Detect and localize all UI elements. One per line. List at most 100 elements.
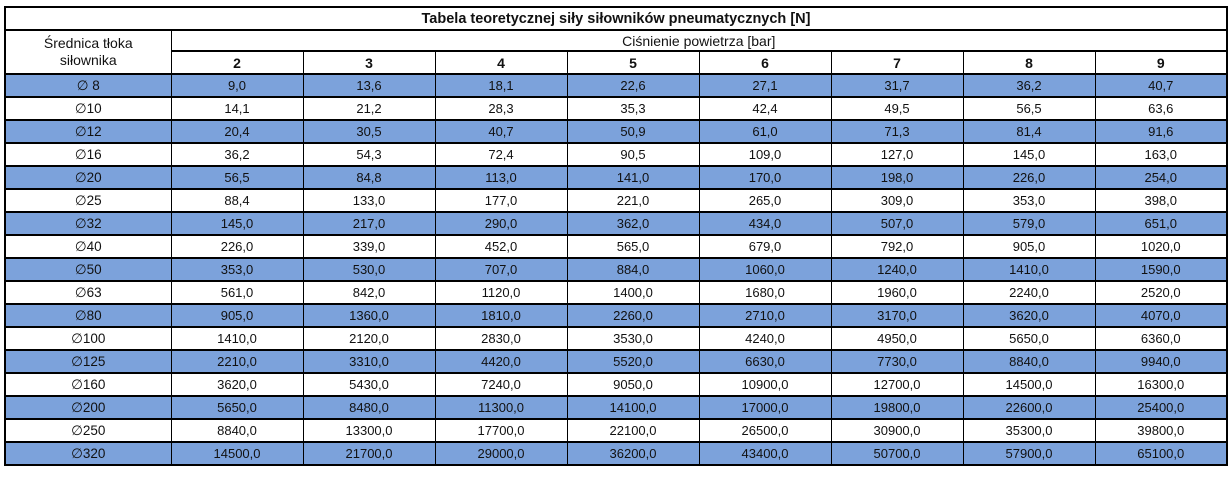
diameter-header-line2: siłownika [59, 52, 117, 68]
force-cell: 27,1 [698, 73, 832, 98]
pressure-column-header: 8 [962, 50, 1096, 75]
diameter-cell: ∅200 [4, 395, 172, 420]
force-cell: 36200,0 [566, 441, 700, 466]
force-cell: 1410,0 [170, 326, 304, 351]
force-cell: 7730,0 [830, 349, 964, 374]
diameter-cell: ∅16 [4, 142, 172, 167]
force-cell: 1020,0 [1094, 234, 1228, 259]
force-cell: 362,0 [566, 211, 700, 236]
force-cell: 14500,0 [170, 441, 304, 466]
force-cell: 3620,0 [962, 303, 1096, 328]
table-row: ∅200 5650,0 8480,0 11300,0 14100,0 17000,0 198… [4, 395, 1228, 420]
force-cell: 31,7 [830, 73, 964, 98]
force-cell: 2240,0 [962, 280, 1096, 305]
force-cell: 5520,0 [566, 349, 700, 374]
force-cell: 88,4 [170, 188, 304, 213]
force-cell: 254,0 [1094, 165, 1228, 190]
force-cell: 8480,0 [302, 395, 436, 420]
force-cell: 81,4 [962, 119, 1096, 144]
force-cell: 71,3 [830, 119, 964, 144]
force-cell: 54,3 [302, 142, 436, 167]
force-cell: 113,0 [434, 165, 568, 190]
force-cell: 9940,0 [1094, 349, 1228, 374]
force-cell: 3310,0 [302, 349, 436, 374]
force-cell: 198,0 [830, 165, 964, 190]
force-cell: 11300,0 [434, 395, 568, 420]
force-cell: 18,1 [434, 73, 568, 98]
force-cell: 4240,0 [698, 326, 832, 351]
force-cell: 145,0 [170, 211, 304, 236]
force-cell: 30900,0 [830, 418, 964, 443]
diameter-cell: ∅32 [4, 211, 172, 236]
force-cell: 398,0 [1094, 188, 1228, 213]
force-cell: 226,0 [170, 234, 304, 259]
diameter-cell: ∅20 [4, 165, 172, 190]
force-cell: 133,0 [302, 188, 436, 213]
diameter-cell: ∅160 [4, 372, 172, 397]
force-cell: 17700,0 [434, 418, 568, 443]
force-cell: 7240,0 [434, 372, 568, 397]
force-cell: 1810,0 [434, 303, 568, 328]
force-cell: 679,0 [698, 234, 832, 259]
force-cell: 221,0 [566, 188, 700, 213]
force-cell: 14500,0 [962, 372, 1096, 397]
force-cell: 13300,0 [302, 418, 436, 443]
force-cell: 1240,0 [830, 257, 964, 282]
force-cell: 177,0 [434, 188, 568, 213]
diameter-cell: ∅25 [4, 188, 172, 213]
force-cell: 127,0 [830, 142, 964, 167]
force-cell: 353,0 [962, 188, 1096, 213]
force-cell: 21700,0 [302, 441, 436, 466]
force-cell: 1680,0 [698, 280, 832, 305]
force-cell: 14100,0 [566, 395, 700, 420]
title-row: Tabela teoretycznej siły siłowników pneu… [4, 6, 1228, 31]
force-cell: 57900,0 [962, 441, 1096, 466]
table-row: ∅100 1410,0 2120,0 2830,0 3530,0 4240,0 4950,0… [4, 326, 1228, 351]
force-cell: 56,5 [962, 96, 1096, 121]
force-cell: 309,0 [830, 188, 964, 213]
force-cell: 40,7 [434, 119, 568, 144]
force-cell: 63,6 [1094, 96, 1228, 121]
force-cell: 36,2 [962, 73, 1096, 98]
table-row: ∅160 3620,0 5430,0 7240,0 9050,0 10900,0 12700… [4, 372, 1228, 397]
force-cell: 707,0 [434, 257, 568, 282]
force-cell: 35300,0 [962, 418, 1096, 443]
force-cell: 16300,0 [1094, 372, 1228, 397]
table-row: ∅320 14500,0 21700,0 29000,0 36200,0 43400,0 5… [4, 441, 1228, 466]
diameter-cell: ∅40 [4, 234, 172, 259]
force-cell: 1590,0 [1094, 257, 1228, 282]
force-cell: 56,5 [170, 165, 304, 190]
table-row: ∅16 36,2 54,3 72,4 90,5 109,0 127,0 145,0 163,0 [4, 142, 1228, 167]
force-cell: 9,0 [170, 73, 304, 98]
force-cell: 290,0 [434, 211, 568, 236]
table-row: ∅12 20,4 30,5 40,7 50,9 61,0 71,3 81,4 91,6 [4, 119, 1228, 144]
force-cell: 65100,0 [1094, 441, 1228, 466]
force-cell: 452,0 [434, 234, 568, 259]
force-cell: 19800,0 [830, 395, 964, 420]
diameter-cell: ∅50 [4, 257, 172, 282]
force-cell: 579,0 [962, 211, 1096, 236]
force-cell: 1120,0 [434, 280, 568, 305]
force-cell: 5430,0 [302, 372, 436, 397]
force-cell: 507,0 [830, 211, 964, 236]
force-cell: 792,0 [830, 234, 964, 259]
diameter-cell: ∅100 [4, 326, 172, 351]
force-cell: 145,0 [962, 142, 1096, 167]
force-cell: 72,4 [434, 142, 568, 167]
force-cell: 1960,0 [830, 280, 964, 305]
force-cell: 9050,0 [566, 372, 700, 397]
pressure-column-header: 7 [830, 50, 964, 75]
table-row: ∅10 14,1 21,2 28,3 35,3 42,4 49,5 56,5 63,6 [4, 96, 1228, 121]
table-row: ∅80 905,0 1360,0 1810,0 2260,0 2710,0 3170,0 36… [4, 303, 1228, 328]
force-cell: 2520,0 [1094, 280, 1228, 305]
force-cell: 22600,0 [962, 395, 1096, 420]
force-cell: 353,0 [170, 257, 304, 282]
force-cell: 29000,0 [434, 441, 568, 466]
pressure-column-header: 9 [1094, 50, 1228, 75]
force-cell: 4070,0 [1094, 303, 1228, 328]
force-cell: 2260,0 [566, 303, 700, 328]
force-cell: 434,0 [698, 211, 832, 236]
table-row: ∅250 8840,0 13300,0 17700,0 22100,0 26500,0 30… [4, 418, 1228, 443]
force-cell: 265,0 [698, 188, 832, 213]
